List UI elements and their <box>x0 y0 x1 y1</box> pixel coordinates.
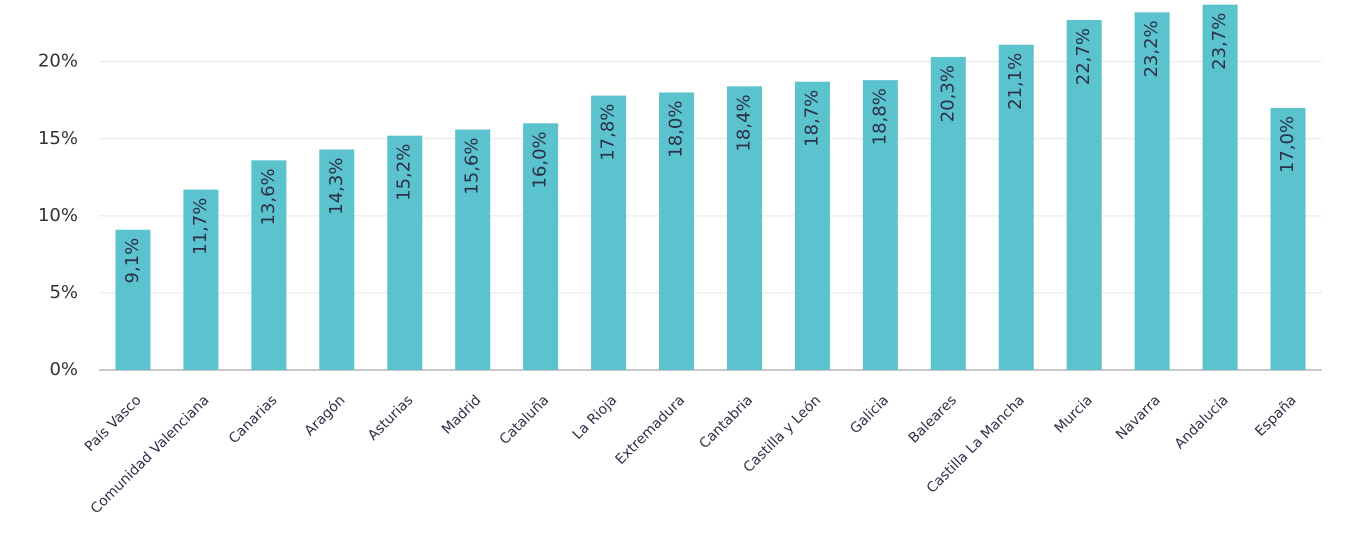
y-tick-label: 15% <box>38 128 78 149</box>
bar <box>726 86 762 370</box>
bar <box>1270 107 1306 371</box>
bar <box>862 80 898 371</box>
y-tick-label: 5% <box>49 282 78 303</box>
value-label: 18,7% <box>801 90 822 147</box>
x-tick-label: La Rioja <box>570 392 621 443</box>
x-tick-label: Andalucía <box>1172 392 1232 452</box>
x-tick-label: Asturias <box>365 392 416 443</box>
y-tick-label: 20% <box>38 51 78 72</box>
x-tick-label: Cataluña <box>497 392 553 448</box>
y-tick-label: 0% <box>49 359 78 380</box>
x-tick-label: Cantabria <box>696 392 756 452</box>
bar <box>319 149 355 370</box>
value-label: 15,2% <box>394 144 415 201</box>
value-label: 18,4% <box>733 94 754 151</box>
value-label: 21,1% <box>1005 53 1026 110</box>
value-label: 11,7% <box>190 198 211 255</box>
bar <box>1202 4 1238 370</box>
value-label: 23,7% <box>1209 13 1230 70</box>
bar <box>1134 12 1170 370</box>
x-tick-label: España <box>1252 392 1299 439</box>
bar <box>251 160 287 370</box>
value-label: 20,3% <box>937 65 958 122</box>
bar <box>115 229 151 370</box>
x-tick-label: Baleares <box>906 392 960 446</box>
value-label: 13,6% <box>258 168 279 225</box>
bar <box>591 95 627 370</box>
value-label: 15,6% <box>462 138 483 195</box>
value-label: 18,0% <box>666 101 687 158</box>
bar <box>930 57 966 371</box>
bar <box>794 81 830 370</box>
x-tick-label: Navarra <box>1113 392 1164 443</box>
x-tick-label: Canarias <box>226 392 281 447</box>
value-label: 17,8% <box>598 104 619 161</box>
value-label: 18,8% <box>869 88 890 145</box>
value-label: 22,7% <box>1073 28 1094 85</box>
bar <box>523 123 559 370</box>
x-tick-label: Comunidad Valenciana <box>88 392 213 517</box>
x-tick-label: Galicia <box>847 392 892 437</box>
bar <box>659 92 695 370</box>
value-label: 16,0% <box>530 131 551 188</box>
bar <box>183 189 219 370</box>
bar <box>387 135 423 370</box>
bar <box>998 44 1034 370</box>
y-tick-label: 10% <box>38 205 78 226</box>
x-tick-label: País Vasco <box>82 392 145 455</box>
bar <box>1066 20 1102 371</box>
value-label: 23,2% <box>1141 20 1162 77</box>
x-tick-label: Madrid <box>439 392 484 437</box>
x-tick-label: Aragón <box>302 392 349 439</box>
x-tick-label: Extremadura <box>613 392 689 468</box>
bar <box>455 129 491 370</box>
x-tick-label: Murcia <box>1052 392 1096 436</box>
value-label: 14,3% <box>326 158 347 215</box>
value-label: 17,0% <box>1277 116 1298 173</box>
value-label: 9,1% <box>122 238 143 284</box>
